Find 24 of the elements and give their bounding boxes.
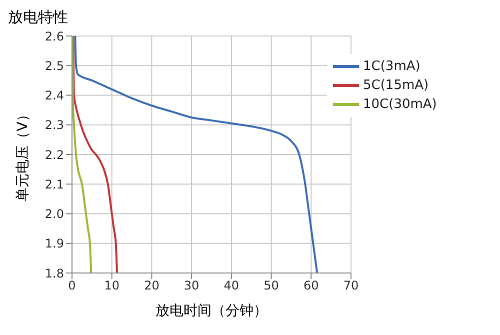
x-tick-label: 50 xyxy=(264,278,279,293)
x-tick-label: 20 xyxy=(144,278,160,293)
y-tick-label: 2.5 xyxy=(44,58,64,73)
x-tick-label: 30 xyxy=(184,278,200,293)
line-series xyxy=(74,36,318,273)
y-tick-label: 2.6 xyxy=(44,29,64,44)
legend-label: 5C(15mA) xyxy=(363,78,429,93)
y-tick-label: 2.2 xyxy=(44,148,64,162)
y-tick-label: 2.0 xyxy=(44,207,64,222)
y-tick-label: 2.1 xyxy=(44,177,64,192)
y-axis-title: 单元电压（V） xyxy=(14,108,31,202)
chart-title: 放电特性 xyxy=(8,8,68,27)
x-tick-label: 70 xyxy=(343,278,359,293)
x-tick-label: 0 xyxy=(68,278,76,293)
x-tick-label: 40 xyxy=(224,278,240,293)
legend-label: 1C(3mA) xyxy=(363,59,420,74)
x-tick-label: 60 xyxy=(304,278,319,293)
y-tick-label: 2.4 xyxy=(44,88,64,103)
x-tick-label: 10 xyxy=(104,278,120,293)
y-tick-label: 2.3 xyxy=(44,118,64,132)
y-tick-label: 1.8 xyxy=(44,266,64,280)
x-axis-title: 放电时间（分钟） xyxy=(156,303,268,319)
legend-label: 10C(30mA) xyxy=(363,97,437,112)
y-tick-label: 1.9 xyxy=(44,236,64,251)
